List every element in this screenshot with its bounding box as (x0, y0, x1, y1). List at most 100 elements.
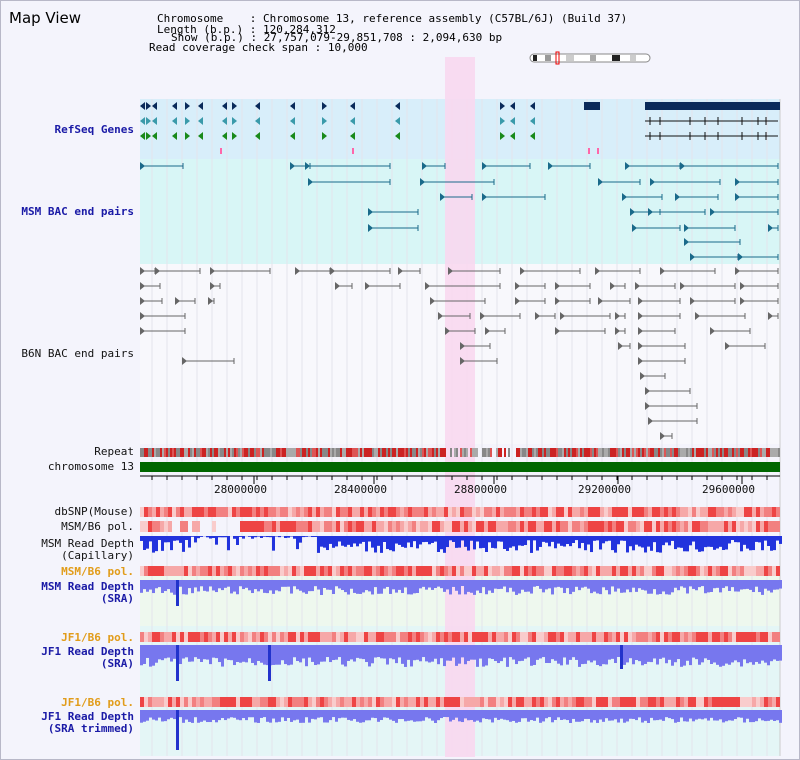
msm-sra-depth (749, 580, 752, 590)
jf1-b6-pol-mark (716, 632, 720, 642)
msm-sra-depth (272, 580, 275, 594)
msm-capillary-depth (266, 536, 269, 538)
jf1-b6-pol-mark (352, 632, 356, 642)
msm-capillary-depth (419, 536, 422, 545)
repeat-mark (236, 448, 238, 457)
jf1-trimmed-depth (158, 710, 161, 718)
jf1-sra-depth (566, 645, 569, 665)
jf1-b6-pol-2-mark (752, 697, 756, 707)
repeat-mark (398, 448, 400, 457)
repeat-mark (170, 448, 172, 457)
repeat-mark (670, 448, 672, 457)
jf1-b6-pol-2-mark (688, 697, 692, 707)
msm-sra-depth (560, 580, 563, 588)
track-label-msm-bac[interactable]: MSM BAC end pairs (21, 205, 134, 218)
repeat-mark (706, 448, 708, 457)
msm-sra-depth (605, 580, 608, 591)
dbsnp-mark (244, 507, 248, 517)
dbsnp-mark (608, 507, 612, 517)
length-info-row: Length (b.p.) : 120,284,312 (157, 23, 336, 36)
msm-b6-pol-mark (364, 521, 368, 532)
track-label-jf1-pol-2[interactable]: JF1/B6 pol. (61, 696, 134, 709)
msm-b6-pol-mark (760, 521, 764, 532)
msm-b6-pol-mark (408, 521, 412, 532)
jf1-sra-depth (482, 645, 485, 667)
b6n-bac-pair-end (295, 267, 300, 275)
repeat-mark (768, 448, 770, 457)
msm-b6-pol-2-mark (508, 566, 512, 576)
track-label-repeat[interactable]: Repeat (94, 445, 134, 458)
msm-capillary-depth (479, 536, 482, 549)
jf1-b6-pol-mark (616, 632, 620, 642)
track-label-jf1-depth[interactable]: JF1 Read Depth (41, 645, 134, 658)
msm-sra-depth (671, 580, 674, 593)
dbsnp-mark (392, 507, 396, 517)
jf1-sra-depth (311, 645, 314, 662)
jf1-b6-pol-2-mark (184, 697, 188, 707)
msm-b6-pol-2-mark (280, 566, 284, 576)
msm-capillary-depth (776, 536, 779, 541)
dbsnp-mark (580, 507, 584, 517)
msm-capillary-depth (536, 536, 539, 551)
repeat-mark (758, 448, 760, 457)
msm-capillary-depth (599, 536, 602, 550)
jf1-trimmed-depth (581, 710, 584, 722)
msm-capillary-depth (443, 536, 446, 553)
repeat-mark (414, 448, 416, 457)
repeat-mark (700, 448, 702, 457)
track-label-chromosome: chromosome 13 (47, 460, 134, 473)
jf1-sra-depth (497, 645, 500, 664)
jf1-b6-pol-2-mark (616, 697, 620, 707)
msm-sra-depth (659, 580, 662, 595)
jf1-b6-pol-mark (144, 632, 148, 642)
repeat-mark (536, 448, 538, 457)
dbsnp-mark (428, 507, 432, 517)
jf1-sra-depth (659, 645, 662, 659)
track-label-msm-b6-pol[interactable]: MSM/B6 pol. (61, 520, 134, 533)
gene-glyph (322, 102, 327, 110)
jf1-sra-depth (164, 645, 167, 659)
jf1-b6-pol-mark (508, 632, 512, 642)
jf1-b6-pol-mark (548, 632, 552, 642)
msm-capillary-depth (686, 536, 689, 552)
dbsnp-mark (644, 507, 648, 517)
msm-b6-pol-2-mark (396, 566, 400, 576)
track-label-msm-depth-sra[interactable]: MSM Read Depth (41, 580, 134, 593)
jf1-trimmed-depth (341, 710, 344, 718)
repeat-mark (426, 448, 428, 457)
track-label-jf1-pol[interactable]: JF1/B6 pol. (61, 631, 134, 644)
jf1-sra-depth (383, 645, 386, 659)
track-label-refseq[interactable]: RefSeq Genes (54, 123, 134, 136)
msm-sra-depth (476, 580, 479, 591)
track-label-msm-b6-pol-2[interactable]: MSM/B6 pol. (61, 565, 134, 578)
jf1-sra-depth (152, 645, 155, 666)
msm-b6-pol-mark (276, 521, 280, 532)
track-label-dbsnp[interactable]: dbSNP(Mouse) (54, 505, 134, 518)
jf1-trimmed-depth (503, 710, 506, 720)
msm-bac-pair-end (648, 208, 653, 216)
jf1-b6-pol-mark (672, 632, 676, 642)
jf1-b6-pol-mark (256, 632, 260, 642)
jf1-sra-depth (389, 645, 392, 659)
msm-b6-pol-2-mark (576, 566, 580, 576)
msm-b6-pol-mark (616, 521, 620, 532)
msm-sra-depth (146, 580, 149, 592)
jf1-trimmed-depth (161, 710, 164, 722)
repeat-mark (544, 448, 546, 457)
b6n-bac-pair-end (335, 282, 340, 290)
axis-tick-label: 28800000 (454, 483, 507, 496)
repeat-mark (214, 448, 216, 457)
jf1-b6-pol-mark (320, 632, 324, 642)
track-label-b6n-bac[interactable]: B6N BAC end pairs (21, 347, 134, 360)
dbsnp-mark (620, 507, 624, 517)
msm-capillary-depth (632, 536, 635, 551)
jf1-b6-pol-2-mark (732, 697, 736, 707)
gene-glyph (146, 132, 151, 140)
msm-b6-pol-mark (500, 521, 504, 532)
msm-b6-pol-2-mark (232, 566, 236, 576)
repeat-mark (304, 448, 306, 457)
track-label-jf1-trimmed[interactable]: JF1 Read Depth (41, 710, 134, 723)
repeat-mark (294, 448, 296, 457)
track-label-msm-depth-capillary[interactable]: MSM Read Depth (41, 537, 134, 550)
